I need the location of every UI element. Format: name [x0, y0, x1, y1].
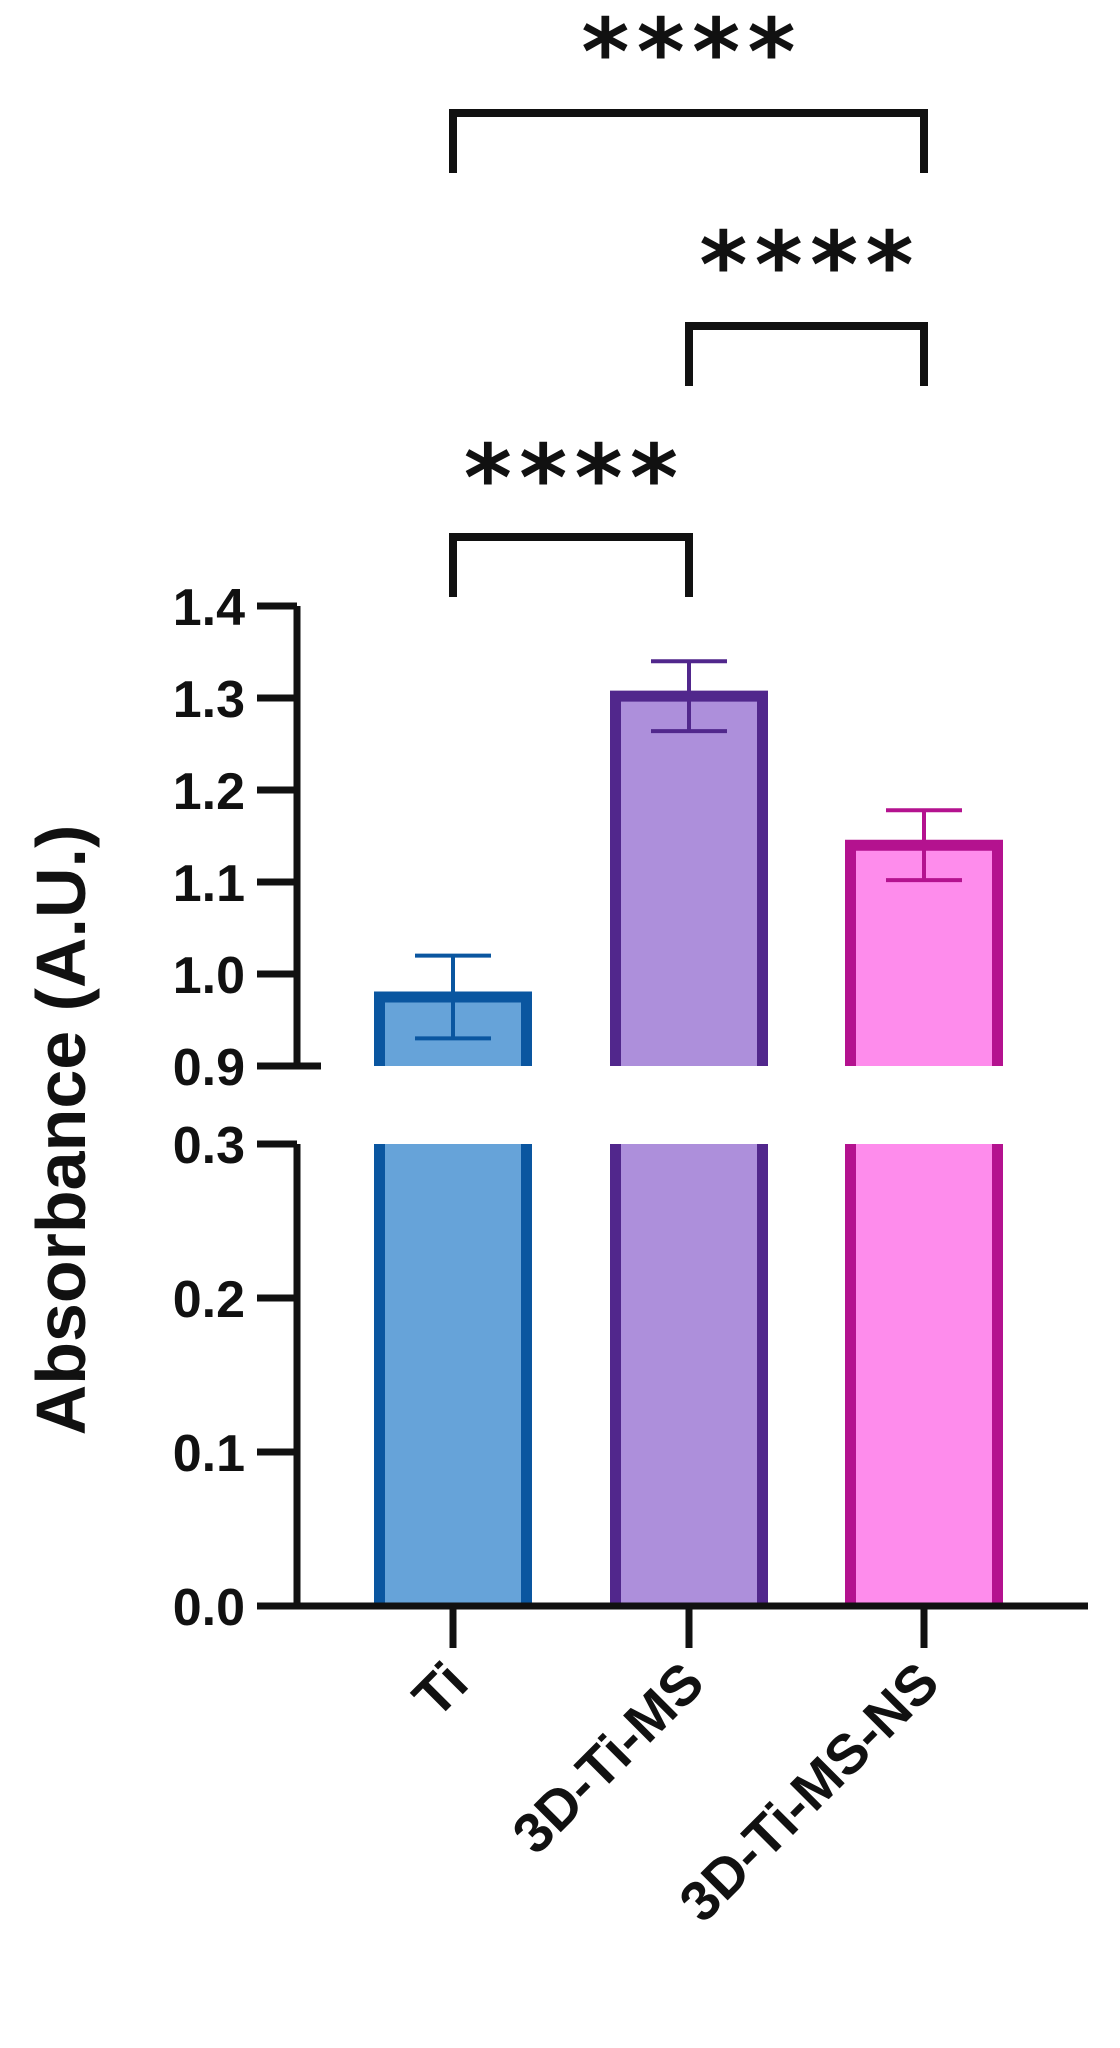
bars-layer — [374, 659, 1003, 1606]
bar-lower-2 — [850, 1144, 998, 1606]
y-tick-label: 1.4 — [173, 579, 245, 637]
significance-bracket-0 — [449, 533, 693, 597]
significance-label: **** — [696, 212, 918, 319]
significance-bracket-1 — [685, 322, 928, 386]
bar-lower-0 — [379, 1144, 527, 1606]
y-tick-label: 1.3 — [173, 671, 245, 729]
y-tick-label: 1.2 — [173, 763, 245, 821]
y-tick-label: 0.2 — [173, 1271, 245, 1329]
y-tick-label: 0.1 — [173, 1425, 245, 1483]
y-tick-label: 1.1 — [173, 855, 245, 913]
y-tick-label: 0.9 — [173, 1039, 245, 1097]
y-tick-label: 0.3 — [173, 1117, 245, 1175]
bar-lower-1 — [615, 1144, 763, 1606]
x-category-label: Ti — [400, 1650, 479, 1729]
significance-brackets: ************ — [449, 0, 928, 597]
significance-bracket-2 — [449, 109, 928, 173]
y-axis: 0.0 0.1 0.2 0.3 0.9 1.0 1.1 1.2 1.3 1.4 — [173, 579, 321, 1637]
y-tick-label: 0.0 — [173, 1579, 245, 1637]
significance-label: **** — [578, 0, 800, 106]
bar-upper-1 — [615, 696, 763, 1066]
y-axis-title: Absorbance (A.U.) — [22, 825, 100, 1436]
significance-label: **** — [460, 425, 682, 532]
x-category-label: 3D-Ti-MS — [500, 1650, 715, 1865]
y-tick-label: 1.0 — [173, 947, 245, 1005]
